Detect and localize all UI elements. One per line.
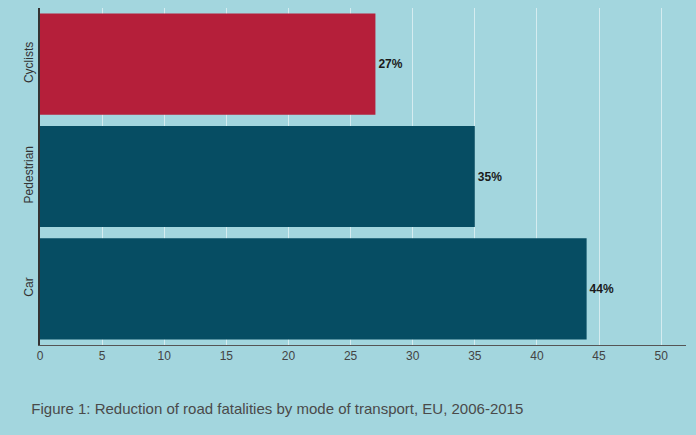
svg-text:20: 20 bbox=[282, 349, 296, 363]
svg-text:50: 50 bbox=[654, 349, 668, 363]
svg-text:27%: 27% bbox=[378, 57, 402, 71]
svg-text:10: 10 bbox=[158, 349, 172, 363]
svg-text:30: 30 bbox=[406, 349, 420, 363]
svg-text:Cyclists: Cyclists bbox=[22, 42, 36, 83]
svg-text:35%: 35% bbox=[478, 170, 502, 184]
svg-text:45: 45 bbox=[592, 349, 606, 363]
svg-text:Figure 1: Reduction of road fa: Figure 1: Reduction of road fatalities b… bbox=[31, 400, 523, 417]
svg-text:15: 15 bbox=[220, 349, 234, 363]
svg-text:5: 5 bbox=[99, 349, 106, 363]
svg-text:Car: Car bbox=[22, 277, 36, 296]
svg-text:40: 40 bbox=[530, 349, 544, 363]
svg-text:35: 35 bbox=[468, 349, 482, 363]
svg-text:0: 0 bbox=[37, 349, 44, 363]
svg-text:Pedestrian: Pedestrian bbox=[22, 146, 36, 203]
svg-text:44%: 44% bbox=[590, 282, 614, 296]
svg-text:25: 25 bbox=[344, 349, 358, 363]
